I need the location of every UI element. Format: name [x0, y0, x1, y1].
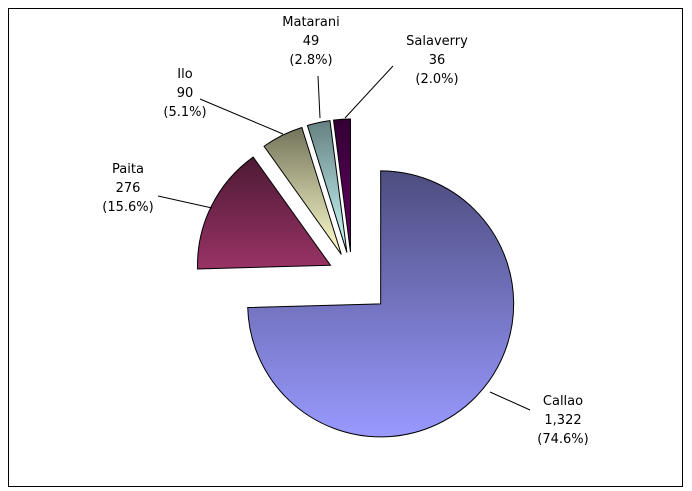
- percent-label: (5.1%): [163, 105, 206, 120]
- slice-label: Paita: [112, 162, 144, 177]
- leader-line: [344, 65, 394, 119]
- pie-slice: [263, 126, 342, 255]
- slice-label: Matarani: [282, 15, 339, 30]
- slice-label: Salaverry: [406, 34, 468, 49]
- pie-slice: [332, 118, 351, 253]
- percent-label: (15.6%): [102, 200, 153, 215]
- pie-slice: [247, 170, 515, 438]
- pie-slice: [306, 120, 348, 253]
- percent-label: (2.0%): [415, 72, 458, 87]
- pie-slice: [197, 156, 332, 270]
- percent-label: (2.8%): [289, 53, 332, 68]
- value-label: 1,322: [544, 413, 581, 428]
- slice-label: Ilo: [177, 67, 192, 82]
- percent-label: (74.6%): [537, 432, 588, 447]
- slice-label: Callao: [543, 394, 583, 409]
- value-label: 36: [429, 53, 446, 68]
- value-label: 90: [177, 86, 194, 101]
- leader-line: [317, 75, 321, 119]
- value-label: 49: [303, 34, 320, 49]
- value-label: 276: [116, 181, 141, 196]
- leader-line: [157, 195, 213, 209]
- leader-line: [489, 391, 531, 411]
- leader-line: [199, 98, 284, 135]
